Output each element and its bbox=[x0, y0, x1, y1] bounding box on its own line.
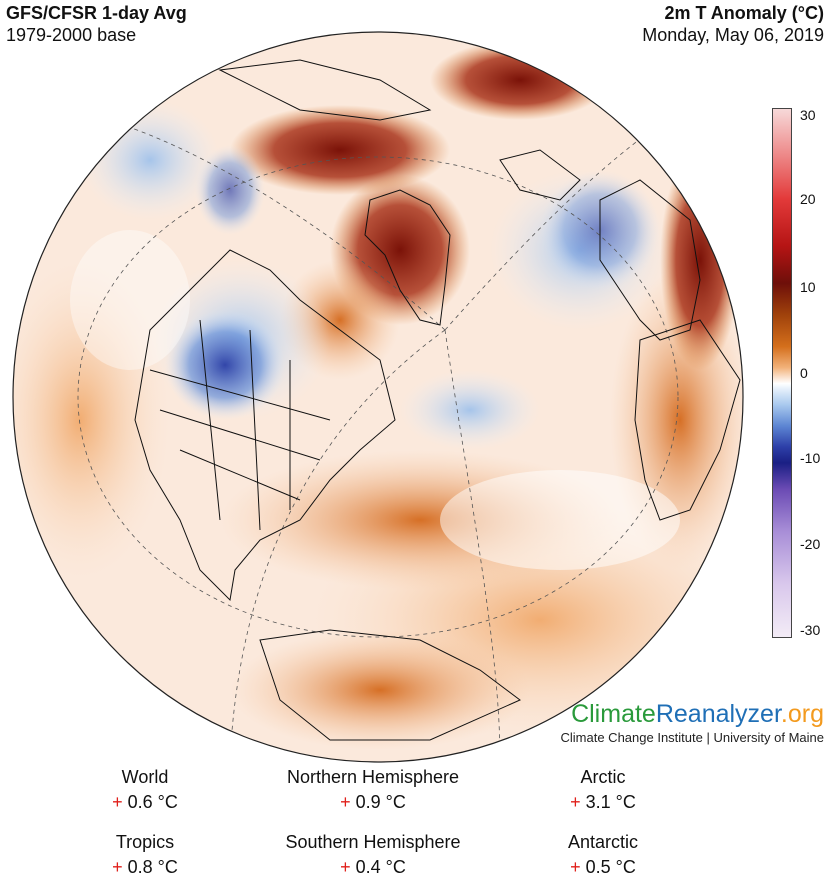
globe-surface bbox=[13, 32, 743, 762]
stat-label: Northern Hemisphere bbox=[286, 767, 460, 787]
stat-value: 3.1 °C bbox=[585, 792, 636, 812]
colorbar-tick-20: 20 bbox=[800, 191, 816, 207]
stat-value: 0.6 °C bbox=[127, 792, 178, 812]
variable-title-block: 2m T Anomaly (°C) Monday, May 06, 2019 bbox=[642, 2, 824, 46]
stat-sign: + bbox=[570, 857, 581, 877]
stat-sign: + bbox=[112, 792, 123, 812]
logo-part-reanalyzer: Reanalyzer bbox=[655, 700, 781, 728]
colorbar-tick-neg30: -30 bbox=[800, 622, 821, 638]
climate-reanalyzer-logo[interactable]: ClimateReanalyzer.org bbox=[561, 700, 824, 728]
map-date: Monday, May 06, 2019 bbox=[642, 25, 824, 45]
globe-outline bbox=[12, 31, 744, 763]
stat-northern-hemisphere: Northern Hemisphere + 0.9 °C bbox=[263, 765, 483, 815]
stat-world: World + 0.6 °C bbox=[35, 765, 255, 815]
stat-southern-hemisphere: Southern Hemisphere + 0.4 °C bbox=[263, 830, 483, 880]
map-title-block: GFS/CFSR 1-day Avg 1979-2000 base bbox=[6, 2, 187, 46]
colorbar-scale bbox=[772, 108, 792, 638]
brand-block: ClimateReanalyzer.org Climate Change Ins… bbox=[561, 700, 825, 745]
stat-tropics: Tropics + 0.8 °C bbox=[35, 830, 255, 880]
colorbar-tick-0: 0 bbox=[800, 365, 808, 381]
logo-part-org: .org bbox=[780, 700, 824, 728]
stat-value: 0.9 °C bbox=[355, 792, 406, 812]
stat-value: 0.5 °C bbox=[585, 857, 636, 877]
stat-label: Arctic bbox=[580, 767, 626, 787]
variable-title: 2m T Anomaly (°C) bbox=[664, 3, 824, 23]
colorbar-tick-neg20: -20 bbox=[800, 536, 821, 552]
graticule-lines bbox=[59, 89, 721, 761]
stat-label: Southern Hemisphere bbox=[285, 832, 461, 852]
stat-sign: + bbox=[570, 792, 581, 812]
coastline-lines bbox=[134, 59, 741, 741]
stat-value: 0.8 °C bbox=[127, 857, 178, 877]
colorbar-tick-30: 30 bbox=[800, 107, 816, 123]
map-subtitle: 1979-2000 base bbox=[6, 25, 137, 45]
brand-subtitle: Climate Change Institute | University of… bbox=[560, 730, 825, 745]
stat-value: 0.4 °C bbox=[355, 857, 406, 877]
stat-sign: + bbox=[340, 792, 351, 812]
stat-label: Tropics bbox=[115, 832, 175, 852]
stat-label: World bbox=[121, 767, 169, 787]
map-title: GFS/CFSR 1-day Avg bbox=[6, 3, 187, 23]
stat-sign: + bbox=[340, 857, 351, 877]
logo-part-climate: Climate bbox=[571, 700, 656, 728]
stat-arctic: Arctic + 3.1 °C bbox=[493, 765, 713, 815]
colorbar-tick-neg10: -10 bbox=[800, 450, 821, 466]
stat-antarctic: Antarctic + 0.5 °C bbox=[493, 830, 713, 880]
stat-sign: + bbox=[112, 857, 123, 877]
colorbar-tick-10: 10 bbox=[800, 279, 816, 295]
stat-label: Antarctic bbox=[567, 832, 639, 852]
